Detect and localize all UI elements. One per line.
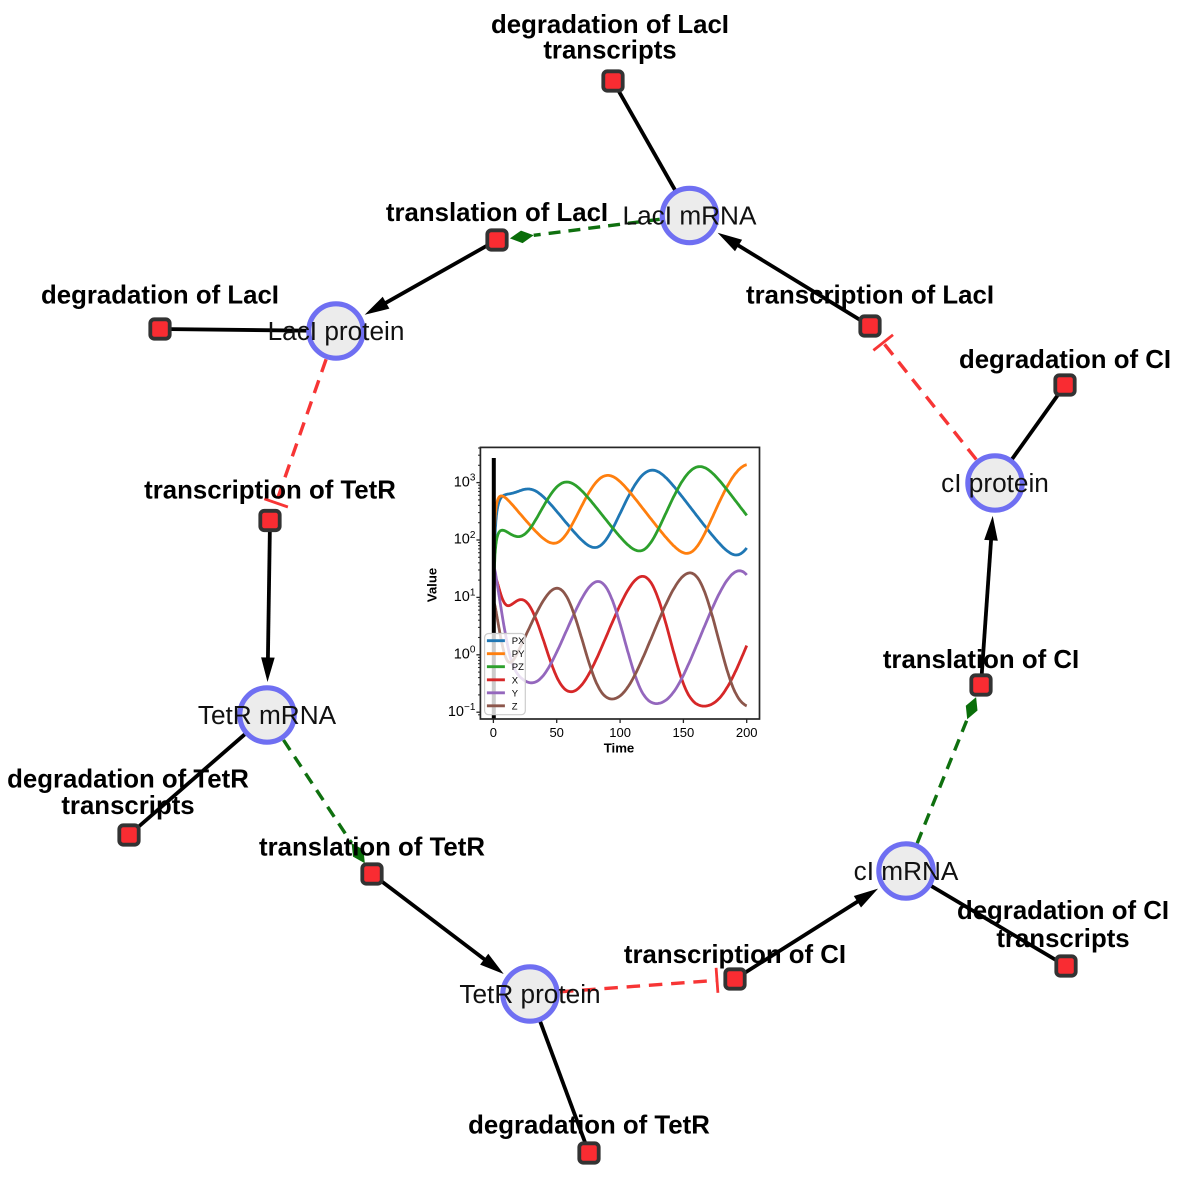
svg-text:degradation of CI: degradation of CI: [957, 897, 1169, 925]
svg-text:Value: Value: [425, 568, 440, 602]
svg-text:degradation of CI: degradation of CI: [959, 346, 1171, 374]
svg-text:transcripts: transcripts: [61, 792, 194, 820]
svg-text:LacI protein: LacI protein: [268, 316, 405, 346]
svg-text:Z: Z: [512, 701, 518, 712]
svg-text:degradation of TetR: degradation of TetR: [7, 765, 249, 793]
svg-text:degradation of LacI: degradation of LacI: [41, 282, 279, 310]
svg-text:103: 103: [454, 473, 476, 491]
svg-text:Y: Y: [512, 688, 519, 699]
svg-text:PX: PX: [512, 636, 525, 647]
svg-text:X: X: [512, 675, 519, 686]
svg-text:transcription of TetR: transcription of TetR: [144, 477, 396, 505]
svg-text:100: 100: [454, 645, 476, 663]
svg-text:transcription of CI: transcription of CI: [624, 941, 846, 969]
svg-text:50: 50: [549, 725, 563, 740]
svg-text:0: 0: [490, 725, 497, 740]
svg-text:200: 200: [736, 725, 758, 740]
svg-text:transcripts: transcripts: [543, 36, 676, 64]
svg-text:PY: PY: [512, 649, 525, 660]
svg-text:degradation of TetR: degradation of TetR: [468, 1112, 710, 1140]
svg-text:TetR mRNA: TetR mRNA: [198, 700, 337, 730]
svg-text:transcription of LacI: transcription of LacI: [746, 282, 994, 310]
svg-text:translation of LacI: translation of LacI: [386, 199, 608, 227]
svg-text:translation of CI: translation of CI: [883, 646, 1079, 674]
svg-text:Time: Time: [604, 741, 635, 756]
svg-text:101: 101: [454, 587, 476, 605]
svg-text:transcripts: transcripts: [996, 925, 1129, 953]
svg-text:translation of TetR: translation of TetR: [259, 834, 485, 862]
svg-text:PZ: PZ: [512, 662, 524, 673]
svg-text:100: 100: [609, 725, 631, 740]
svg-text:150: 150: [673, 725, 695, 740]
svg-text:TetR protein: TetR protein: [459, 979, 600, 1009]
svg-text:102: 102: [454, 530, 476, 548]
svg-text:10−1: 10−1: [448, 702, 476, 720]
svg-text:degradation of LacI: degradation of LacI: [491, 11, 729, 39]
svg-text:cI protein: cI protein: [941, 468, 1049, 498]
svg-text:cI mRNA: cI mRNA: [854, 856, 959, 886]
svg-text:LacI mRNA: LacI mRNA: [623, 201, 757, 231]
